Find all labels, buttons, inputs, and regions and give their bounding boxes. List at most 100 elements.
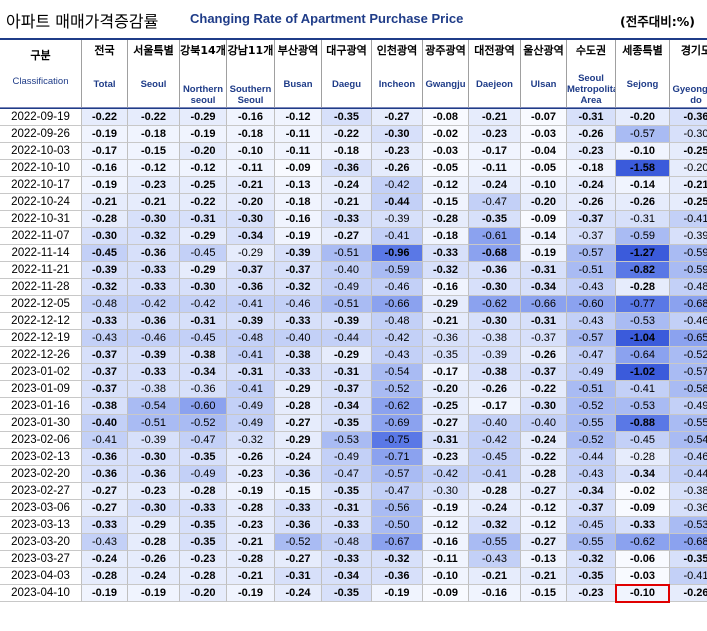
row-date: 2023-02-20	[0, 466, 82, 483]
value-cell: -0.11	[423, 551, 469, 568]
value-cell: -0.33	[82, 517, 128, 534]
value-cell: -0.19	[423, 500, 469, 517]
value-cell: -0.21	[670, 177, 707, 194]
value-cell: -0.20	[616, 109, 670, 126]
value-cell: -1.58	[616, 160, 670, 177]
value-cell: -0.32	[372, 551, 423, 568]
table-row: 2022-10-17 -0.19 -0.23 -0.25 -0.21 -0.13 -0.24…	[0, 177, 707, 194]
value-cell: -0.48	[227, 330, 275, 347]
table-row: 2023-02-20 -0.36 -0.36 -0.49 -0.23 -0.36 -0.47…	[0, 466, 707, 483]
value-cell: -0.30	[521, 398, 567, 415]
value-cell: -0.16	[275, 211, 322, 228]
value-cell: -0.31	[521, 313, 567, 330]
value-cell: -0.20	[521, 194, 567, 211]
value-cell: -0.35	[322, 585, 372, 602]
value-cell: -0.17	[423, 364, 469, 381]
value-cell: -0.43	[567, 279, 616, 296]
value-cell: -0.33	[322, 517, 372, 534]
value-cell: -0.59	[372, 262, 423, 279]
value-cell: -0.23	[227, 466, 275, 483]
value-cell: -0.30	[227, 211, 275, 228]
value-cell: -0.26	[616, 194, 670, 211]
header-label-en: Total	[93, 79, 116, 90]
value-cell: -0.88	[616, 415, 670, 432]
value-cell: -0.03	[616, 568, 670, 585]
value-cell: -0.35	[423, 347, 469, 364]
value-cell: -0.46	[275, 296, 322, 313]
value-cell: -0.37	[275, 262, 322, 279]
row-date: 2023-01-16	[0, 398, 82, 415]
value-cell: -0.33	[128, 364, 180, 381]
table-row: 2022-10-10 -0.16 -0.12 -0.12 -0.11 -0.09 -0.36…	[0, 160, 707, 177]
value-cell: -0.34	[180, 364, 227, 381]
value-cell: -0.28	[227, 500, 275, 517]
value-cell: -0.77	[616, 296, 670, 313]
table-row: 2022-12-19 -0.43 -0.46 -0.45 -0.48 -0.40 -0.44…	[0, 330, 707, 347]
value-cell: -0.15	[521, 585, 567, 602]
header-sejong: 세종특별 Sejong	[616, 40, 670, 108]
value-cell: -0.52	[372, 381, 423, 398]
value-cell: -0.45	[567, 517, 616, 534]
value-cell: -0.21	[227, 177, 275, 194]
value-cell: -0.39	[82, 262, 128, 279]
row-date: 2022-10-17	[0, 177, 82, 194]
value-cell: -0.11	[227, 160, 275, 177]
row-date: 2022-12-26	[0, 347, 82, 364]
table-row: 2023-01-09 -0.37 -0.38 -0.36 -0.41 -0.29 -0.37…	[0, 381, 707, 398]
value-cell: -0.38	[275, 347, 322, 364]
row-date: 2023-01-09	[0, 381, 82, 398]
row-date: 2022-09-19	[0, 109, 82, 126]
value-cell: -0.39	[469, 347, 521, 364]
value-cell: -0.30	[82, 228, 128, 245]
value-cell: -0.32	[275, 279, 322, 296]
value-cell: -0.41	[227, 296, 275, 313]
row-date: 2023-02-27	[0, 483, 82, 500]
value-cell: -0.42	[128, 296, 180, 313]
table-row: 2023-01-30 -0.40 -0.51 -0.52 -0.49 -0.27 -0.35…	[0, 415, 707, 432]
value-cell: -0.22	[521, 381, 567, 398]
value-cell: -0.29	[322, 347, 372, 364]
value-cell: -0.49	[567, 364, 616, 381]
value-cell: -0.25	[180, 177, 227, 194]
header-seoul-metropolitan-area: 수도권 Seoul Metropolitan Area	[567, 40, 616, 108]
value-cell: -0.29	[180, 262, 227, 279]
value-cell: -0.18	[567, 160, 616, 177]
value-cell: -0.49	[322, 279, 372, 296]
value-cell: -0.47	[469, 194, 521, 211]
value-cell: -0.66	[521, 296, 567, 313]
value-cell: -0.23	[227, 517, 275, 534]
header-classification-en: Classification	[12, 76, 69, 87]
value-cell: -0.25	[423, 398, 469, 415]
value-cell: -0.43	[372, 347, 423, 364]
header-label-ko: 수도권	[575, 44, 607, 57]
value-cell: -0.48	[670, 279, 707, 296]
value-cell: -0.09	[423, 585, 469, 602]
table-row: 2023-01-02 -0.37 -0.33 -0.34 -0.31 -0.33 -0.31…	[0, 364, 707, 381]
value-cell: -0.54	[670, 432, 707, 449]
value-cell: -0.42	[372, 330, 423, 347]
title-bar: 아파트 매매가격증감률 Changing Rate of Apartment P…	[0, 0, 707, 38]
table-row: 2022-09-26 -0.19 -0.18 -0.19 -0.18 -0.11 -0.22…	[0, 126, 707, 143]
value-cell: -0.11	[275, 143, 322, 160]
value-cell: -0.36	[82, 449, 128, 466]
value-cell: -0.35	[322, 109, 372, 126]
table-row: 2022-09-19 -0.22 -0.22 -0.29 -0.16 -0.12 -0.35…	[0, 109, 707, 126]
value-cell: -0.17	[82, 143, 128, 160]
value-cell: -0.36	[128, 313, 180, 330]
value-cell: -0.37	[521, 330, 567, 347]
value-cell: -0.28	[616, 279, 670, 296]
value-cell: -0.45	[469, 449, 521, 466]
value-cell: -0.19	[128, 585, 180, 602]
value-cell: -0.21	[227, 568, 275, 585]
value-cell: -0.40	[322, 262, 372, 279]
value-cell: -0.33	[82, 313, 128, 330]
header-classification: 구분 Classification	[0, 40, 82, 108]
row-date: 2023-02-06	[0, 432, 82, 449]
table-row: 2023-03-06 -0.27 -0.30 -0.33 -0.28 -0.33 -0.31…	[0, 500, 707, 517]
value-cell: -0.18	[423, 228, 469, 245]
value-cell: -0.19	[227, 585, 275, 602]
value-cell: -1.04	[616, 330, 670, 347]
value-cell: -0.21	[469, 568, 521, 585]
value-cell: -0.46	[128, 330, 180, 347]
value-cell: -0.28	[128, 534, 180, 551]
